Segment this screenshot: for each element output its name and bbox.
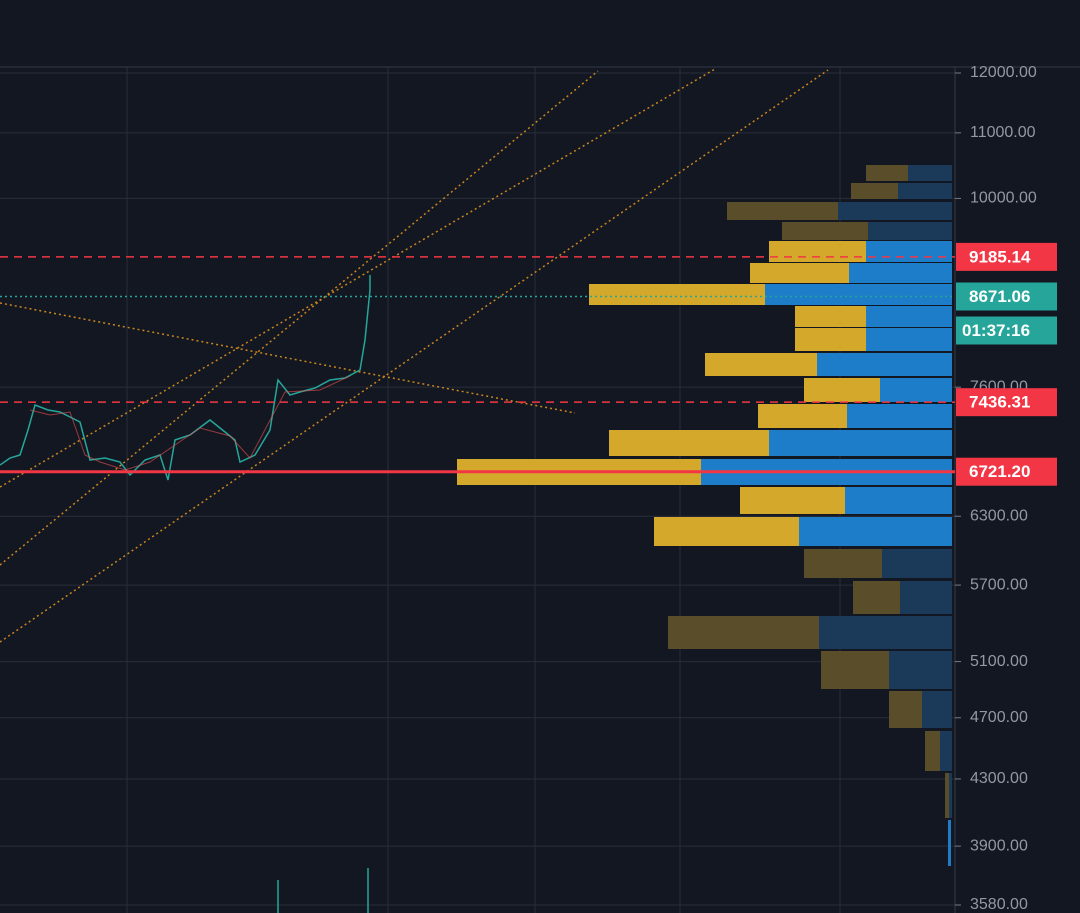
price-axis [955,67,1080,913]
price-path-down [29,375,351,471]
trend-lines [0,68,829,643]
volume-profile [457,165,952,866]
y-tick-label: 4700.00 [970,709,1028,726]
y-tick-label: 11000.00 [970,124,1036,141]
countdown-label: 01:37:16 [962,321,1030,340]
price-tag-label: 6721.20 [969,462,1030,481]
price-tag [956,457,1057,486]
countdown-tag [956,316,1057,345]
y-tick-label: 6300.00 [970,507,1028,524]
y-tick-label: 5100.00 [970,653,1028,670]
labels: 12000.0011000.0010000.007600.006300.0057… [955,64,1057,913]
y-tick-label: 12000.00 [970,64,1037,81]
y-tick-label: 5700.00 [970,576,1028,593]
price-tag [956,388,1057,417]
price-tag-label: 9185.14 [969,247,1031,266]
grid [0,72,955,906]
y-tick-label: 3580.00 [970,896,1028,913]
volume-bars [277,868,369,913]
price-tag [956,282,1057,311]
y-tick-label: 3900.00 [970,837,1028,854]
price-tag-label: 7436.31 [969,393,1030,412]
price-tag [956,242,1057,271]
y-tick-label: 4300.00 [970,770,1028,787]
price-tag-label: 8671.06 [969,287,1030,306]
y-tick-label: 10000.00 [970,190,1037,207]
